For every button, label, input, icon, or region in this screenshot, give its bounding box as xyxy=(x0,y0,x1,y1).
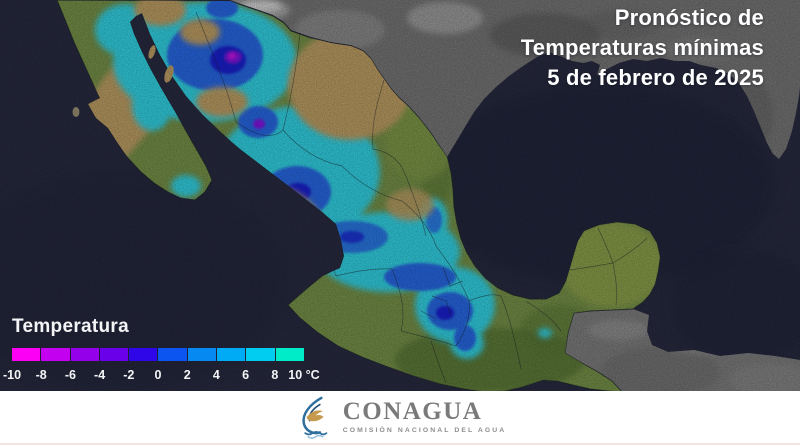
map-container xyxy=(0,0,800,393)
brand-tagline: COMISIÓN NACIONAL DEL AGUA xyxy=(342,427,507,434)
legend-tick: -2 xyxy=(123,368,135,382)
forecast-title: Pronóstico de Temperaturas mínimas 5 de … xyxy=(521,3,764,93)
legend-color-segment xyxy=(99,348,129,361)
mexico-temperature-map xyxy=(0,0,800,393)
legend-color-segment xyxy=(158,348,187,361)
legend-color-segment xyxy=(12,348,41,361)
legend-tick: -8 xyxy=(35,368,47,382)
legend-tick-labels: -10 -8 -6 -4 -2 0 2 4 6 8 10 °C xyxy=(3,368,320,384)
footer-bar: CONAGUA COMISIÓN NACIONAL DEL AGUA xyxy=(0,391,800,445)
title-line-2: Temperaturas mínimas xyxy=(520,35,764,60)
legend-tick: -4 xyxy=(94,368,106,382)
legend-color-segment xyxy=(129,348,158,361)
temperature-legend: Temperatura -10 -8 -6 -4 -2 0 2 4 6 8 10 °C xyxy=(3,316,342,384)
legend-tick: 10 °C xyxy=(288,368,320,382)
legend-tick: 0 xyxy=(154,368,162,382)
brand-name: CONAGUA xyxy=(342,398,483,425)
legend-tick: -10 xyxy=(2,368,22,382)
conagua-drop-icon xyxy=(302,396,328,439)
legend-color-segment xyxy=(217,348,246,361)
legend-tick: 6 xyxy=(242,368,250,382)
legend-tick: 4 xyxy=(212,368,220,382)
grain-texture xyxy=(0,0,800,393)
legend-tick: 8 xyxy=(271,368,279,382)
legend-color-segment xyxy=(187,348,217,361)
legend-color-segment xyxy=(275,348,304,361)
legend-color-segment xyxy=(41,348,70,361)
legend-color-bar xyxy=(12,348,304,361)
title-line-3: 5 de febrero de 2025 xyxy=(547,65,764,90)
title-line-1: Pronóstico de xyxy=(614,5,764,30)
legend-color-segment xyxy=(70,348,99,361)
conagua-logo-text: CONAGUA COMISIÓN NACIONAL DEL AGUA xyxy=(342,398,507,434)
legend-tick: -6 xyxy=(64,368,76,382)
legend-title: Temperatura xyxy=(12,316,129,337)
legend-tick: 2 xyxy=(183,368,191,382)
legend-color-segment xyxy=(246,348,275,361)
